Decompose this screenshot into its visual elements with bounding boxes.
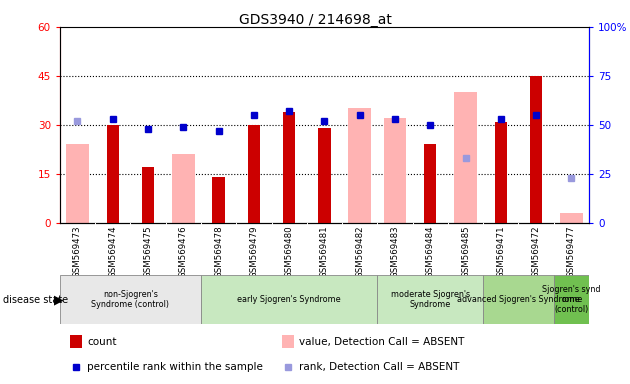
Bar <box>142 167 154 223</box>
Text: GSM569475: GSM569475 <box>144 225 152 278</box>
Bar <box>348 109 371 223</box>
Text: count: count <box>88 337 117 347</box>
Text: GSM569482: GSM569482 <box>355 225 364 278</box>
Bar <box>283 112 295 223</box>
Text: GSM569476: GSM569476 <box>179 225 188 278</box>
Text: GSM569485: GSM569485 <box>461 225 470 278</box>
Text: early Sjogren's Syndrome: early Sjogren's Syndrome <box>238 295 341 304</box>
Text: GSM569474: GSM569474 <box>108 225 117 278</box>
Text: GSM569480: GSM569480 <box>285 225 294 278</box>
Text: percentile rank within the sample: percentile rank within the sample <box>88 362 263 372</box>
Bar <box>248 125 260 223</box>
Text: GSM569484: GSM569484 <box>426 225 435 278</box>
Bar <box>212 177 225 223</box>
Text: GSM569477: GSM569477 <box>567 225 576 278</box>
Bar <box>318 128 331 223</box>
Bar <box>384 118 406 223</box>
Bar <box>71 335 82 348</box>
Text: GSM569479: GSM569479 <box>249 225 258 278</box>
Text: value, Detection Call = ABSENT: value, Detection Call = ABSENT <box>299 337 464 347</box>
Bar <box>560 213 583 223</box>
Bar <box>424 144 437 223</box>
Bar <box>454 92 477 223</box>
Text: non-Sjogren's
Syndrome (control): non-Sjogren's Syndrome (control) <box>91 290 169 309</box>
Bar <box>377 275 483 324</box>
Bar <box>106 125 119 223</box>
Text: GSM569472: GSM569472 <box>532 225 541 278</box>
Bar <box>172 154 195 223</box>
Text: GSM569471: GSM569471 <box>496 225 505 278</box>
Bar <box>483 275 554 324</box>
Bar <box>495 121 507 223</box>
Text: GSM569473: GSM569473 <box>73 225 82 278</box>
Bar <box>530 76 542 223</box>
Text: GSM569483: GSM569483 <box>391 225 399 278</box>
Text: disease state: disease state <box>3 295 68 305</box>
Text: advanced Sjogren's Syndrome: advanced Sjogren's Syndrome <box>457 295 580 304</box>
Text: GSM569478: GSM569478 <box>214 225 223 278</box>
Bar <box>60 275 201 324</box>
Text: ▶: ▶ <box>54 293 63 306</box>
Text: GDS3940 / 214698_at: GDS3940 / 214698_at <box>239 13 391 27</box>
Text: Sjogren's synd
rome
(control): Sjogren's synd rome (control) <box>542 285 600 314</box>
Bar <box>282 335 294 348</box>
Bar <box>66 144 89 223</box>
Text: GSM569481: GSM569481 <box>320 225 329 278</box>
Bar <box>554 275 589 324</box>
Text: rank, Detection Call = ABSENT: rank, Detection Call = ABSENT <box>299 362 459 372</box>
Text: moderate Sjogren's
Syndrome: moderate Sjogren's Syndrome <box>391 290 470 309</box>
Bar <box>201 275 377 324</box>
